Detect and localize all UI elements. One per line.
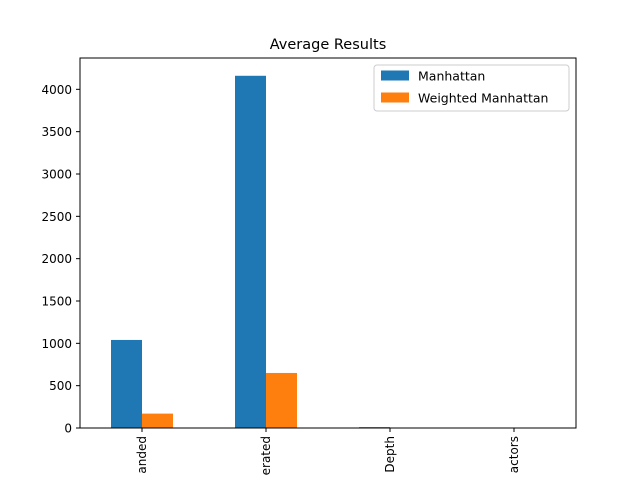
x-tick-label: anded — [135, 436, 149, 474]
plot-frame — [79, 57, 577, 429]
y-tick-label: 1000 — [41, 337, 72, 351]
legend-label-weighted-manhattan: Weighted Manhattan — [418, 91, 548, 106]
y-tick-label: 2500 — [41, 210, 72, 224]
legend: Manhattan Weighted Manhattan — [373, 64, 570, 112]
y-axis: 0 500 1000 1500 2000 2500 3000 3500 4000 — [41, 83, 80, 436]
legend-swatch-manhattan — [381, 70, 409, 81]
bar-weighted-manhattan-erated — [266, 372, 297, 428]
y-tick-label: 4000 — [41, 83, 72, 97]
y-tick-label: 3500 — [41, 125, 72, 139]
bars-group — [111, 75, 545, 428]
x-tick-label: erated — [259, 436, 273, 475]
bar-manhattan-anded — [111, 339, 142, 428]
legend-swatch-weighted-manhattan — [381, 92, 409, 103]
x-tick-label: Depth — [383, 436, 397, 473]
y-tick-label: 500 — [49, 379, 72, 393]
bar-manhattan-erated — [235, 75, 266, 428]
x-axis: anded erated Depth actors — [135, 428, 521, 475]
legend-box — [373, 64, 570, 112]
y-tick-label: 3000 — [41, 167, 72, 181]
y-tick-label: 2000 — [41, 252, 72, 266]
y-tick-label: 0 — [64, 422, 72, 436]
y-tick-label: 1500 — [41, 294, 72, 308]
bar-weighted-manhattan-anded — [142, 413, 173, 428]
legend-label-manhattan: Manhattan — [418, 69, 485, 84]
chart-title: Average Results — [270, 37, 387, 53]
x-tick-label: actors — [507, 436, 521, 473]
